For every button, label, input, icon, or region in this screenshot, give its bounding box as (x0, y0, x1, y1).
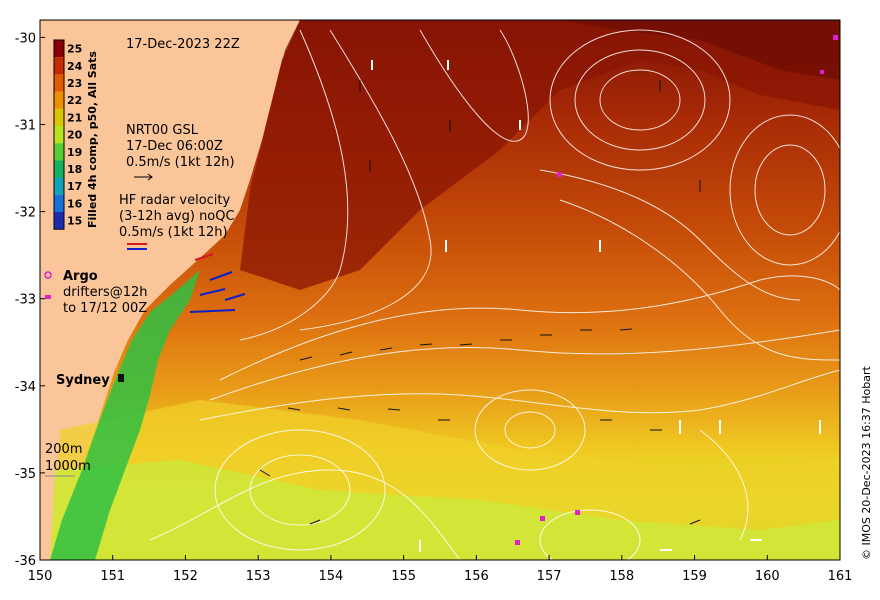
colorbar-swatch (54, 212, 64, 230)
argo-legend-icon (44, 271, 52, 279)
x-tick-label: 158 (609, 569, 634, 584)
drifter-legend-icon (45, 295, 51, 299)
warm-eddy (560, 20, 840, 80)
warm-core (240, 20, 840, 290)
colorbar-title: Filled 4h comp, p50, All Sats (86, 51, 99, 228)
colorbar-swatch (54, 126, 64, 144)
colorbar-swatch (54, 143, 64, 161)
cold-band (50, 460, 840, 560)
depth-200-label: 200m (45, 442, 82, 457)
credit-label: © IMOS 20-Dec-2023 16:37 Hobart (860, 365, 873, 560)
x-tick-label: 160 (755, 569, 780, 584)
y-tick-label: -35 (15, 467, 36, 482)
x-tick-label: 156 (464, 569, 489, 584)
x-tick-label: 155 (391, 569, 416, 584)
x-axis: 150 151 152 153 154 155 156 157 158 159 160 161 (28, 555, 853, 584)
y-tick-label: -36 (15, 554, 36, 569)
streamlines (149, 29, 840, 560)
x-tick-label: 153 (246, 569, 271, 584)
colorbar-frame (53, 39, 65, 230)
colorbar-swatch (54, 40, 64, 58)
radar-scale: 0.5m/s (1kt 12h) (119, 225, 228, 240)
colorbar-swatch (54, 91, 64, 109)
colorbar-swatch (54, 160, 64, 178)
argo-label: Argo (63, 269, 98, 284)
argo-markers (515, 35, 838, 545)
gsl-title: NRT00 GSL (126, 123, 199, 138)
gsl-scale: 0.5m/s (1kt 12h) (126, 155, 235, 170)
x-tick-label: 161 (828, 569, 853, 584)
colorbar: 25 24 23 22 21 20 19 18 17 16 15 (53, 39, 83, 230)
colorbar-swatch (54, 74, 64, 92)
x-tick-label: 151 (100, 569, 125, 584)
y-tick-label: -30 (15, 31, 36, 46)
colorbar-label: 18 (67, 163, 82, 176)
hf-radar-arrows (189, 253, 246, 313)
colorbar-swatch (54, 108, 64, 126)
colorbar-label: 25 (67, 43, 82, 56)
drifters-line1: drifters@12h (63, 285, 148, 300)
colorbar-label: 17 (67, 180, 82, 193)
plot-frame (39, 19, 841, 561)
colorbar-label: 15 (67, 215, 82, 228)
colorbar-swatch (54, 177, 64, 195)
depth-1000-label: 1000m (45, 459, 91, 474)
colorbar-label: 23 (67, 77, 82, 90)
x-tick-label: 157 (537, 569, 562, 584)
gsl-date: 17-Dec 06:00Z (126, 139, 223, 154)
coastal-strip (50, 270, 200, 560)
colorbar-label: 19 (67, 146, 82, 159)
radar-line2: (3-12h avg) noQC (119, 209, 235, 224)
gsl-scale-arrow (134, 173, 153, 181)
y-tick-label: -32 (15, 206, 36, 221)
colorbar-label: 22 (67, 94, 82, 107)
x-tick-label: 154 (318, 569, 343, 584)
y-tick-label: -33 (15, 293, 36, 308)
y-tick-label: -31 (15, 119, 36, 134)
sydney-marker (118, 374, 124, 382)
y-axis: -30 -31 -32 -33 -34 -35 -36 (15, 31, 45, 569)
x-tick-label: 159 (682, 569, 707, 584)
colorbar-label: 16 (67, 197, 83, 210)
colorbar-label: 20 (67, 129, 83, 142)
y-tick-label: -34 (15, 380, 36, 395)
colorbar-swatch (54, 57, 64, 75)
sydney-label: Sydney (56, 373, 110, 388)
colorbar-label: 24 (67, 60, 83, 73)
colorbar-swatch (54, 194, 64, 212)
white-arrows (371, 60, 821, 552)
radar-line1: HF radar velocity (119, 193, 231, 208)
timestamp-label: 17-Dec-2023 22Z (126, 37, 240, 52)
colorbar-label: 21 (67, 111, 82, 124)
x-tick-label: 152 (173, 569, 198, 584)
x-tick-label: 150 (28, 569, 53, 584)
drifters-line2: to 17/12 00Z (63, 301, 147, 316)
